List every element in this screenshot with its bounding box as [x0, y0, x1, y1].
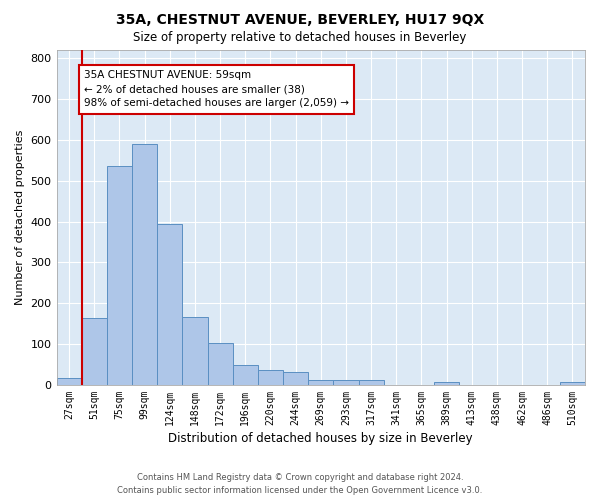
Text: Size of property relative to detached houses in Beverley: Size of property relative to detached ho…	[133, 31, 467, 44]
Bar	[283, 372, 308, 385]
Text: Contains HM Land Registry data © Crown copyright and database right 2024.
Contai: Contains HM Land Registry data © Crown c…	[118, 474, 482, 495]
Bar	[359, 380, 383, 385]
Bar	[157, 224, 182, 385]
Bar	[208, 344, 233, 385]
Bar	[233, 365, 258, 385]
Bar	[258, 370, 283, 385]
Bar	[107, 166, 132, 385]
Y-axis label: Number of detached properties: Number of detached properties	[15, 130, 25, 305]
X-axis label: Distribution of detached houses by size in Beverley: Distribution of detached houses by size …	[169, 432, 473, 445]
Bar	[132, 144, 157, 385]
Bar	[182, 316, 208, 385]
Text: 35A CHESTNUT AVENUE: 59sqm
← 2% of detached houses are smaller (38)
98% of semi-: 35A CHESTNUT AVENUE: 59sqm ← 2% of detac…	[84, 70, 349, 108]
Bar	[82, 318, 107, 385]
Text: 35A, CHESTNUT AVENUE, BEVERLEY, HU17 9QX: 35A, CHESTNUT AVENUE, BEVERLEY, HU17 9QX	[116, 12, 484, 26]
Bar	[308, 380, 334, 385]
Bar	[334, 380, 359, 385]
Bar	[56, 378, 82, 385]
Bar	[434, 382, 459, 385]
Bar	[560, 382, 585, 385]
